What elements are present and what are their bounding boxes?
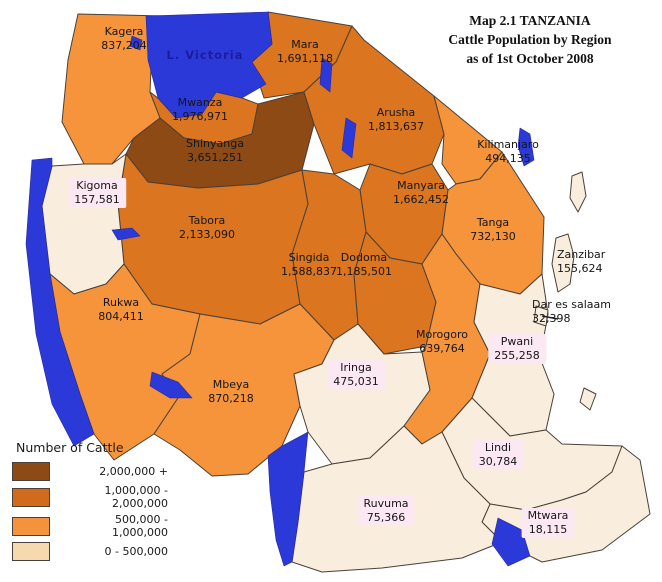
dar-es-salaam-pointer-line — [541, 315, 559, 320]
island-pemba — [569, 171, 587, 213]
map-title-line3: as of 1st October 2008 — [466, 50, 594, 66]
lake-natron — [319, 57, 333, 93]
region-label-lindi: Lindi 30,784 — [472, 440, 524, 470]
lake-nyasa — [267, 431, 309, 567]
lake-sagara — [111, 227, 141, 241]
legend-label-band1: 2,000,000 + — [99, 465, 168, 478]
lake-burigi — [129, 35, 143, 51]
map-title-line2: Cattle Population by Region — [448, 31, 612, 47]
legend-label-band3: 500,000 - 1,000,000 — [112, 513, 168, 539]
legend-swatch-band1 — [12, 462, 50, 481]
map-title: Map 2.1 TANZANIA Cattle Population by Re… — [402, 12, 658, 69]
legend-swatch-band3 — [12, 516, 50, 536]
region-arusha — [303, 25, 445, 175]
region-label-arusha: Arusha 1,813,637 — [368, 106, 424, 133]
region-label-shinyanga: Shinyanga 3,651,251 — [186, 137, 244, 164]
region-label-dodoma: Dodoma 1,185,501 — [336, 251, 392, 278]
region-label-kigoma: Kigoma 157,581 — [68, 178, 126, 208]
legend-row-band3: 500,000 - 1,000,000 — [12, 513, 168, 539]
lake-victoria — [145, 11, 273, 119]
region-kigoma — [41, 153, 127, 295]
region-label-singida: Singida 1,588,837 — [281, 251, 337, 278]
region-label-tabora: Tabora 2,133,090 — [179, 214, 235, 241]
lake-tanganyika — [25, 157, 95, 447]
region-dar-es-salaam — [533, 305, 549, 327]
region-label-kilimanjaro: Kilimanjaro 494,135 — [477, 138, 539, 165]
map-legend: Number of Cattle 2,000,000 + 1,000,000 -… — [12, 440, 168, 564]
region-label-rukwa: Rukwa 804,411 — [98, 296, 144, 323]
island-zanzibar — [551, 233, 575, 293]
region-label-mbeya: Mbeya 870,218 — [208, 378, 254, 405]
region-label-mtwara: Mtwara 18,115 — [521, 508, 575, 538]
legend-row-band4: 0 - 500,000 — [12, 542, 168, 561]
legend-row-band1: 2,000,000 + — [12, 462, 168, 481]
island-mafia — [579, 387, 597, 411]
coastal-water — [491, 517, 531, 567]
region-label-manyara: Manyara 1,662,452 — [393, 179, 449, 206]
region-label-kagera: Kagera 837,204 — [101, 25, 147, 52]
legend-label-band2: 1,000,000 - 2,000,000 — [104, 484, 168, 510]
map-title-line1: Map 2.1 TANZANIA — [469, 13, 591, 28]
region-label-mara: Mara 1,691,118 — [277, 38, 333, 65]
legend-label-band4: 0 - 500,000 — [104, 545, 168, 558]
legend-row-band2: 1,000,000 - 2,000,000 — [12, 484, 168, 510]
region-label-ruvuma: Ruvuma 75,366 — [357, 496, 415, 526]
region-label-mwanza: Mwanza 1,976,971 — [172, 96, 228, 123]
legend-swatch-band4 — [12, 542, 50, 561]
lake-jipe — [517, 127, 535, 167]
lake-eyasi — [341, 117, 357, 159]
lake-rukwa — [149, 371, 193, 399]
region-label-zanzibar: Zanzibar 155,624 — [557, 248, 606, 275]
lake-victoria-label: L. Victoria — [166, 48, 244, 62]
region-label-tanga: Tanga 732,130 — [470, 216, 516, 243]
region-label-iringa: Iringa 475,031 — [327, 360, 385, 390]
legend-swatch-band2 — [12, 487, 50, 507]
legend-title: Number of Cattle — [16, 440, 124, 455]
region-label-dar-es-salaam: Dar es salaam 32,398 — [532, 298, 611, 325]
region-label-pwani: Pwani 255,258 — [488, 334, 546, 364]
region-label-morogoro: Morogoro 639,764 — [416, 328, 468, 355]
